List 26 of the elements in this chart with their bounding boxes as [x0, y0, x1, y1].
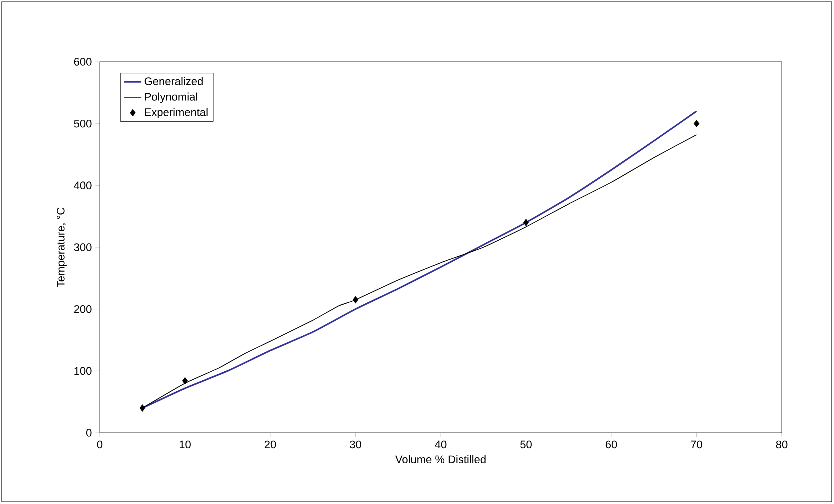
x-axis-title: Volume % Distilled — [396, 455, 486, 464]
x-tick-label: 80 — [776, 440, 788, 449]
x-tick-label: 70 — [691, 440, 702, 449]
x-tick-label: 20 — [264, 440, 276, 449]
legend-label: Experimental — [145, 108, 208, 119]
legend-label: Generalized — [144, 77, 203, 86]
y-tick-label: 500 — [74, 120, 92, 128]
x-tick-label: 60 — [606, 440, 618, 449]
y-tick-label: 200 — [74, 305, 92, 314]
y-tick-label: 400 — [74, 182, 92, 190]
x-tick-label: 40 — [435, 440, 447, 449]
x-tick-label: 30 — [350, 440, 362, 449]
y-tick-label: 0 — [86, 429, 92, 437]
point — [182, 377, 188, 385]
x-tick-label: 50 — [520, 440, 532, 449]
point — [140, 404, 146, 412]
point — [352, 296, 359, 304]
y-tick-label: 300 — [74, 244, 92, 252]
point — [523, 219, 530, 226]
y-axis-title: Temperature, °C — [57, 208, 67, 288]
x-tick-label: 10 — [180, 440, 191, 449]
y-tick-label: 100 — [74, 367, 92, 376]
x-tick-label: 0 — [97, 440, 103, 449]
legend-label: Polynomial — [145, 92, 198, 104]
point — [694, 120, 700, 128]
y-tick-label: 600 — [74, 58, 92, 66]
